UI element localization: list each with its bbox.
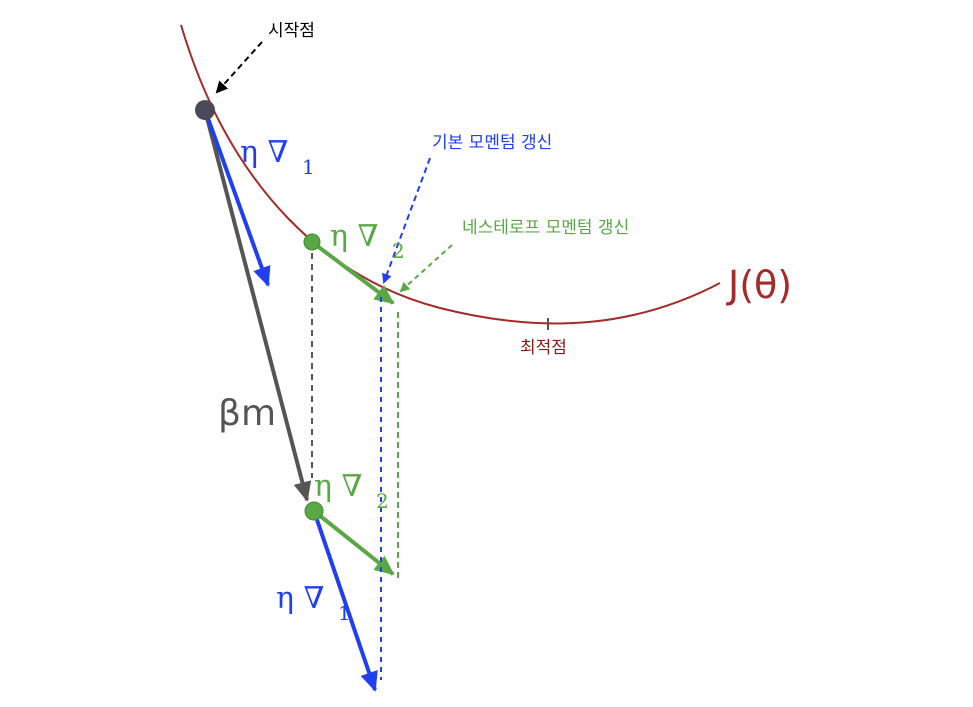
optimum-label: 최적점 [520,338,567,358]
momentum-end-point [304,501,324,521]
nesterov-momentum-label: 네스테로프 모멘텀 갱신 [462,218,629,238]
momentum-arrow [203,109,312,502]
basic-momentum-pointer [382,157,431,284]
lookahead-point [303,233,321,251]
eta-grad-2-top-label: η ∇ 2 [330,219,405,263]
nesterov-momentum-pointer [399,244,453,293]
gradient-2-arrow-top [310,240,395,305]
eta-grad-2-top-main: η ∇ [330,219,379,254]
eta-grad-1-bottom-label: η ∇ 1 [276,581,351,625]
start-point-label: 시작점 [268,21,315,41]
eta-grad-2-bottom-label: η ∇ 2 [314,469,389,513]
beta-m-label: βm [218,393,276,434]
eta-grad-1-bottom-main: η ∇ [276,581,325,616]
eta-grad-1-top-main: η ∇ [240,135,289,170]
eta-grad-2-bottom-sub: 2 [376,489,389,513]
eta-grad-2-bottom-main: η ∇ [314,469,363,504]
eta-grad-1-top-sub: 1 [302,155,315,179]
cost-function-label: J(θ) [726,263,792,307]
start-point [195,100,215,120]
eta-grad-2-top-sub: 2 [392,239,405,263]
gradient-1-arrow-top [203,109,271,287]
eta-grad-1-bottom-sub: 1 [338,601,351,625]
gradient-1-arrow-bottom [312,510,378,692]
basic-momentum-label: 기본 모멘텀 갱신 [432,133,552,153]
cost-curve [180,24,721,325]
start-pointer-arrow [215,41,263,94]
gradient-2-arrow-bottom [312,509,395,576]
eta-grad-1-top-label: η ∇ 1 [240,135,315,179]
